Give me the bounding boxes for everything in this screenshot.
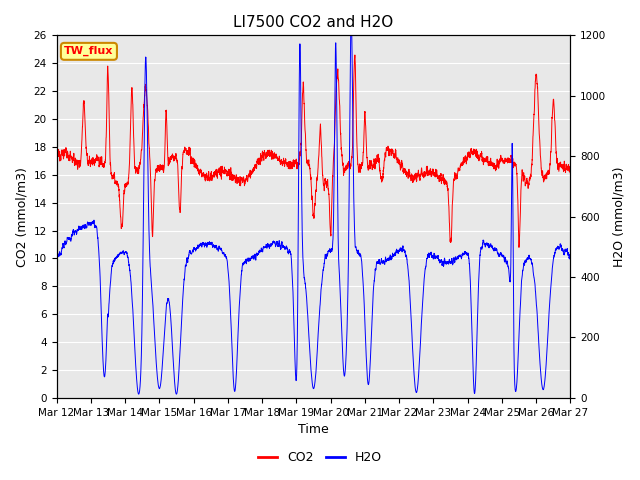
Text: TW_flux: TW_flux bbox=[64, 46, 114, 57]
Y-axis label: CO2 (mmol/m3): CO2 (mmol/m3) bbox=[15, 167, 28, 266]
Title: LI7500 CO2 and H2O: LI7500 CO2 and H2O bbox=[234, 15, 394, 30]
Legend: CO2, H2O: CO2, H2O bbox=[253, 446, 387, 469]
Y-axis label: H2O (mmol/m3): H2O (mmol/m3) bbox=[612, 167, 625, 267]
X-axis label: Time: Time bbox=[298, 423, 329, 436]
